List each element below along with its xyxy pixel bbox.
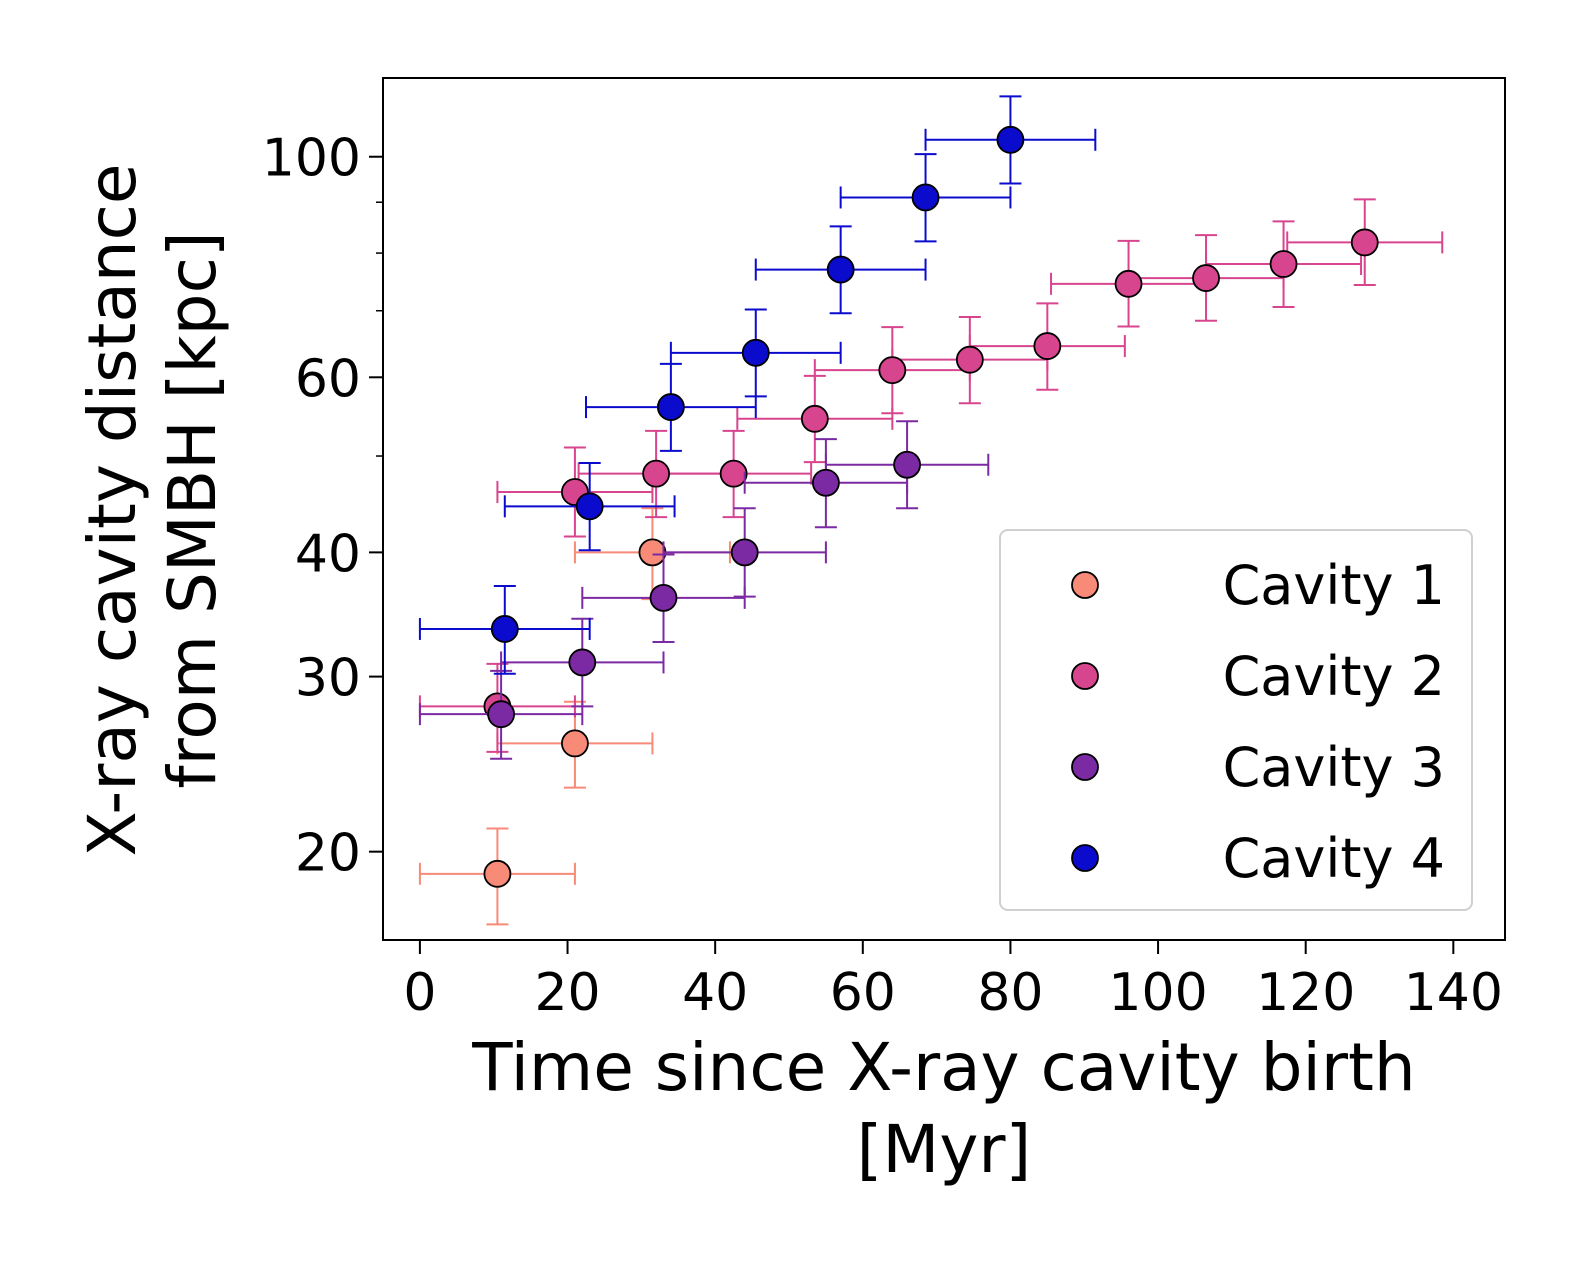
data-point bbox=[487, 700, 516, 729]
x-tick-label: 120 bbox=[1256, 963, 1355, 1023]
x-tick-label: 60 bbox=[830, 963, 896, 1023]
y-tick-label: 100 bbox=[262, 129, 361, 189]
data-point bbox=[1350, 228, 1379, 257]
legend-marker bbox=[1071, 662, 1099, 690]
data-point bbox=[741, 338, 770, 367]
y-axis-label-line-2: from SMBH [kpc] bbox=[154, 231, 231, 788]
y-tick-label: 60 bbox=[295, 349, 361, 409]
data-point bbox=[561, 729, 589, 758]
series-layer bbox=[418, 95, 1444, 926]
data-point bbox=[811, 468, 840, 497]
error-bar bbox=[418, 669, 584, 760]
data-point bbox=[656, 393, 685, 421]
legend-marker bbox=[1071, 571, 1099, 599]
data-point bbox=[826, 255, 855, 284]
data-point bbox=[642, 459, 671, 488]
data-point bbox=[1033, 332, 1062, 360]
x-tick-label: 40 bbox=[682, 963, 748, 1023]
legend-label: Cavity 2 bbox=[1223, 645, 1445, 708]
x-tick-label: 100 bbox=[1108, 963, 1207, 1023]
data-point bbox=[483, 859, 512, 888]
data-point bbox=[649, 583, 678, 612]
data-point bbox=[638, 538, 667, 567]
series-4 bbox=[418, 95, 1097, 675]
x-axis: 0 20 40 60 80 100 120 140 bbox=[403, 940, 1503, 1023]
data-point bbox=[893, 450, 921, 479]
data-point bbox=[575, 492, 604, 521]
y-axis: 20 30 40 60 100 bbox=[262, 129, 383, 884]
x-axis-label-line-2: [Myr] bbox=[857, 1111, 1032, 1188]
x-tick-label: 20 bbox=[534, 963, 600, 1023]
data-point bbox=[568, 648, 597, 677]
series-3 bbox=[418, 420, 990, 760]
y-tick-label: 30 bbox=[295, 649, 361, 709]
data-point bbox=[955, 345, 984, 374]
y-tick-label: 20 bbox=[295, 824, 361, 884]
x-tick-label: 80 bbox=[977, 963, 1043, 1023]
y-tick-label: 40 bbox=[295, 524, 361, 584]
data-point bbox=[490, 615, 519, 643]
data-point bbox=[996, 125, 1025, 154]
series-2 bbox=[418, 198, 1444, 753]
data-point bbox=[800, 404, 829, 433]
x-tick-label: 140 bbox=[1404, 963, 1503, 1023]
legend-label: Cavity 1 bbox=[1223, 554, 1445, 617]
data-point bbox=[1269, 250, 1298, 278]
legend-label: Cavity 4 bbox=[1223, 827, 1445, 890]
x-axis-label-line-1: Time since X-ray cavity birth bbox=[471, 1029, 1415, 1106]
data-point bbox=[719, 459, 748, 488]
legend-marker bbox=[1071, 753, 1099, 781]
legend: Cavity 1 Cavity 2 Cavity 3 Cavity 4 bbox=[999, 529, 1473, 911]
data-point bbox=[1114, 269, 1143, 298]
legend-label: Cavity 3 bbox=[1223, 736, 1445, 799]
legend-marker bbox=[1071, 844, 1099, 872]
data-point bbox=[878, 356, 907, 385]
y-axis-label-line-1: X-ray cavity distance bbox=[74, 163, 151, 856]
legend-box bbox=[999, 529, 1473, 911]
data-point bbox=[911, 183, 940, 212]
data-point bbox=[730, 538, 759, 567]
data-point bbox=[1192, 264, 1220, 292]
x-tick-label: 0 bbox=[403, 963, 436, 1023]
